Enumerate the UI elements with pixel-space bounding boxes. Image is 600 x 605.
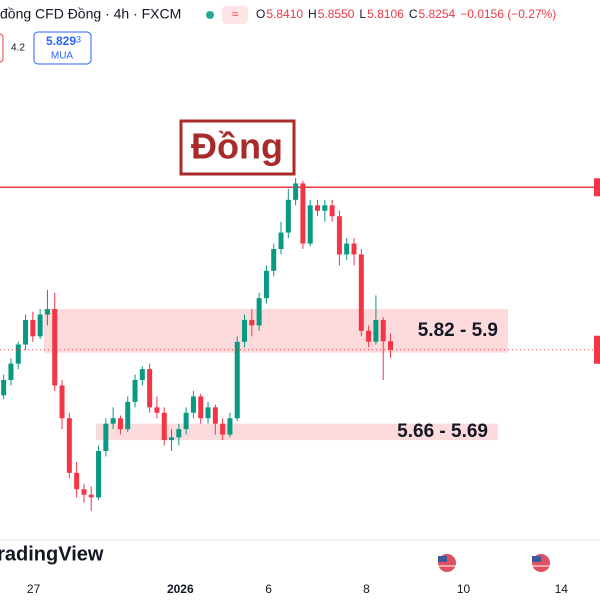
event-icon[interactable]	[438, 554, 456, 572]
quote-key: H	[308, 7, 317, 21]
candle-body	[242, 319, 248, 342]
candle-body	[336, 216, 342, 255]
candle-body	[351, 243, 357, 255]
buy-label: MUA	[51, 51, 74, 62]
candle-body	[227, 418, 233, 435]
candle-body	[125, 401, 131, 430]
candle-body	[358, 254, 364, 331]
candle-body	[380, 319, 386, 342]
zone-label: 5.66 - 5.69	[397, 421, 488, 442]
x-tick-label: 27	[27, 582, 41, 596]
quote-value: 5.8106	[367, 7, 404, 21]
plot-area: 5.82 - 5.9 5.66 - 5.69	[0, 177, 600, 512]
candle-body	[66, 418, 72, 473]
candle-body	[234, 341, 240, 419]
candle-body	[103, 423, 109, 452]
x-tick-label: 10	[457, 582, 471, 596]
sell-button[interactable]	[0, 33, 4, 63]
candle-body	[81, 489, 87, 495]
event-icon[interactable]	[532, 554, 550, 572]
x-tick-label: 8	[363, 582, 370, 596]
candle-body	[30, 319, 36, 337]
candle-body	[212, 407, 218, 424]
quote: O 5.8410 H 5.8550 L 5.8106 C 5.8254 −0.0156 (−0.…	[256, 7, 556, 21]
candle-body	[154, 407, 160, 413]
candle-body	[263, 270, 269, 299]
candle-body	[307, 205, 313, 244]
candle-body	[147, 369, 153, 408]
candle-body	[373, 319, 379, 342]
header-bg	[0, 0, 600, 70]
candle-body	[256, 298, 262, 326]
spread: 4.2	[11, 43, 25, 54]
candle-body	[366, 330, 372, 342]
zone	[44, 309, 508, 353]
candle-body	[8, 363, 14, 381]
market-icon-glyph: ≈	[232, 7, 239, 21]
candle-body	[293, 183, 299, 200]
candle-body	[249, 319, 255, 326]
candle-body	[271, 248, 277, 271]
candle-body	[96, 451, 102, 498]
candle-body	[315, 205, 321, 211]
buy-price: 5.829	[46, 34, 76, 48]
candle-body	[1, 380, 7, 396]
x-tick-label: 2026	[167, 582, 194, 596]
candle-body	[52, 309, 58, 386]
quote-change: −0.0156 (−0.27%)	[460, 7, 556, 21]
symbol: đồng CFD Đồng · 4h · FXCM	[0, 6, 181, 22]
candle-body	[344, 243, 350, 255]
quote-value: 5.8410	[266, 7, 303, 21]
price-tag	[594, 178, 600, 197]
x-tick-label: 14	[555, 582, 569, 596]
candle-body	[388, 341, 394, 350]
candle-body	[117, 418, 123, 430]
quote-key: O	[256, 7, 265, 21]
x-tick-label: 6	[265, 582, 272, 596]
title-box	[179, 119, 296, 176]
candle-body	[74, 472, 80, 490]
status-dot	[206, 11, 214, 19]
candle-body	[198, 396, 204, 419]
quote-value: 5.8254	[418, 7, 455, 21]
candle-body	[300, 183, 306, 244]
price-tag	[594, 335, 600, 364]
candle-body	[176, 429, 182, 438]
candle-body	[169, 437, 175, 441]
candle-body	[278, 232, 284, 249]
buy-button[interactable]	[33, 31, 92, 65]
candle-body	[15, 344, 21, 364]
candle-body	[139, 369, 145, 381]
zone-label: 5.82 - 5.9	[418, 320, 498, 341]
candle-body	[285, 199, 291, 233]
candle-body	[183, 412, 189, 430]
quote-key: C	[409, 7, 418, 21]
buy-price-small: 3	[76, 34, 81, 44]
quote-value: 5.8550	[318, 7, 355, 21]
candle-body	[205, 407, 211, 419]
candle-body	[23, 319, 29, 345]
candle-body	[59, 385, 65, 419]
candle-body	[37, 314, 43, 337]
chart-title: Đồng	[191, 126, 283, 167]
zone	[96, 423, 498, 441]
candle-body	[88, 494, 94, 498]
candle-body	[161, 412, 167, 441]
quote-key: L	[359, 7, 366, 21]
candle-body	[44, 309, 50, 315]
market-icon[interactable]	[222, 6, 248, 24]
candle-body	[220, 423, 226, 435]
candle-body	[329, 205, 335, 217]
candle-body	[190, 396, 196, 413]
candle-body	[322, 205, 328, 211]
candle-body	[110, 418, 116, 424]
logo: TradingView	[0, 543, 104, 565]
candle-body	[132, 380, 138, 402]
